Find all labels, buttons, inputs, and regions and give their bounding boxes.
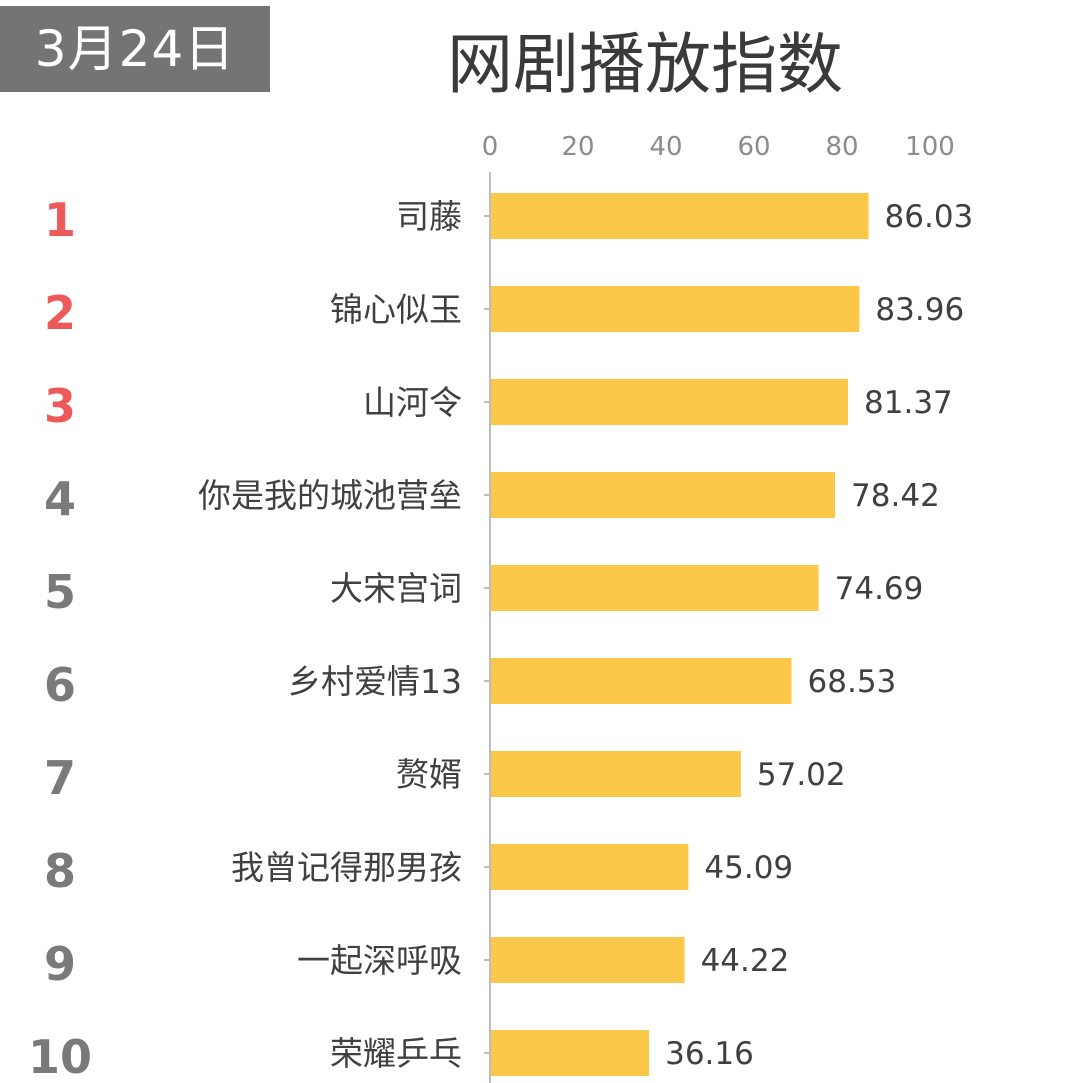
x-tick-label: 60 xyxy=(737,132,770,162)
category-label: 一起深呼吸 xyxy=(297,941,462,980)
bar xyxy=(491,193,869,239)
x-tick-label: 20 xyxy=(561,132,594,162)
chart-title: 网剧播放指数 xyxy=(447,26,843,103)
value-label: 44.22 xyxy=(701,943,790,979)
bar xyxy=(491,565,819,611)
category-label: 荣耀乒乓 xyxy=(330,1034,462,1073)
category-label: 我曾记得那男孩 xyxy=(231,848,462,887)
bar xyxy=(491,844,689,890)
x-tick-label: 100 xyxy=(905,132,955,162)
rank-number: 4 xyxy=(44,472,76,526)
value-label: 78.42 xyxy=(851,478,940,514)
bar xyxy=(491,751,741,797)
bar xyxy=(491,658,792,704)
bar xyxy=(491,472,836,518)
category-label: 大宋宫词 xyxy=(330,569,462,608)
value-label: 83.96 xyxy=(875,292,964,328)
value-label: 68.53 xyxy=(808,664,897,700)
rank-number: 6 xyxy=(44,658,76,712)
value-label: 57.02 xyxy=(757,757,846,793)
category-label: 司藤 xyxy=(396,197,462,236)
rank-number: 2 xyxy=(44,286,76,340)
bar xyxy=(491,286,860,332)
rank-number: 5 xyxy=(44,565,76,619)
bar xyxy=(491,379,849,425)
bar xyxy=(491,937,685,983)
value-label: 45.09 xyxy=(704,850,793,886)
value-label: 86.03 xyxy=(885,199,974,235)
x-tick-label: 0 xyxy=(482,132,499,162)
category-label: 锦心似玉 xyxy=(330,290,462,329)
x-tick-label: 80 xyxy=(825,132,858,162)
category-label: 山河令 xyxy=(363,383,462,422)
rank-number: 7 xyxy=(44,751,76,805)
rank-number: 1 xyxy=(44,193,76,247)
bar xyxy=(491,1030,650,1076)
rank-number: 3 xyxy=(44,379,76,433)
rank-number: 9 xyxy=(44,937,76,991)
rank-number: 8 xyxy=(44,844,76,898)
category-label: 乡村爱情13 xyxy=(288,662,462,701)
category-label: 你是我的城池营垒 xyxy=(198,476,462,515)
value-label: 36.16 xyxy=(665,1036,754,1072)
category-label: 赘婿 xyxy=(396,755,462,794)
value-label: 74.69 xyxy=(835,571,924,607)
rank-number: 10 xyxy=(28,1030,92,1083)
date-badge: 3月24日 xyxy=(0,6,270,92)
x-tick-label: 40 xyxy=(649,132,682,162)
value-label: 81.37 xyxy=(864,385,953,421)
